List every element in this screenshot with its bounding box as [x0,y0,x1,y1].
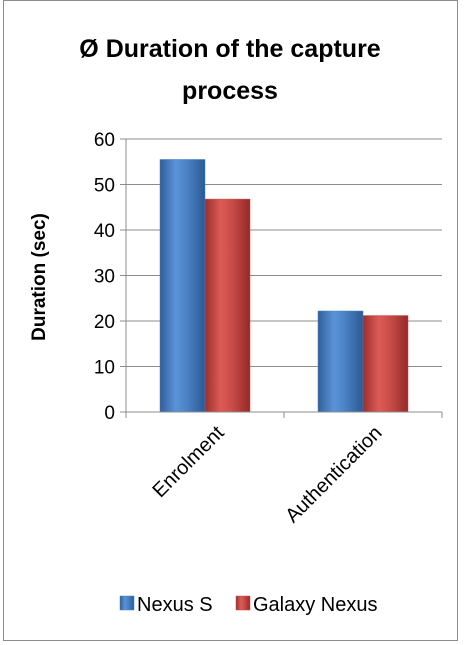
y-tick-label: 40 [94,221,115,242]
bar-galaxy-nexus-authentication [362,315,409,413]
x-category-label: Authentication [281,422,386,527]
y-tick-label: 0 [104,403,115,424]
x-axis-category-labels: Enrolment Authentication [149,422,387,528]
legend-swatch-galaxy-nexus [235,595,251,611]
y-tick-label: 50 [94,176,115,197]
y-tick-label: 60 [94,130,115,151]
y-axis-ticks: 0 10 20 30 40 50 60 [94,130,126,424]
bars [159,159,409,413]
x-axis [125,139,443,418]
chart-title: Ø Duration of the capture process [79,35,381,105]
y-tick-label: 30 [94,267,115,288]
chart-area: Ø Duration of the capture process Durati… [3,0,458,641]
legend-label-nexus-s: Nexus S [137,594,213,616]
legend-swatch-nexus-s [119,595,135,611]
y-axis-label: Duration (sec) [29,213,50,341]
chart-title-line-2: process [182,77,278,105]
x-category-label: Enrolment [149,422,229,502]
bar-nexus-s-enrolment [159,159,206,413]
y-tick-label: 20 [94,312,115,333]
legend: Nexus S Galaxy Nexus [119,594,378,616]
bar-nexus-s-authentication [317,310,364,413]
legend-label-galaxy-nexus: Galaxy Nexus [253,594,378,616]
y-tick-label: 10 [94,358,115,379]
bar-chart: Ø Duration of the capture process Durati… [29,35,443,616]
bar-galaxy-nexus-enrolment [204,198,251,413]
chart-title-line-1: Ø Duration of the capture [79,35,381,63]
